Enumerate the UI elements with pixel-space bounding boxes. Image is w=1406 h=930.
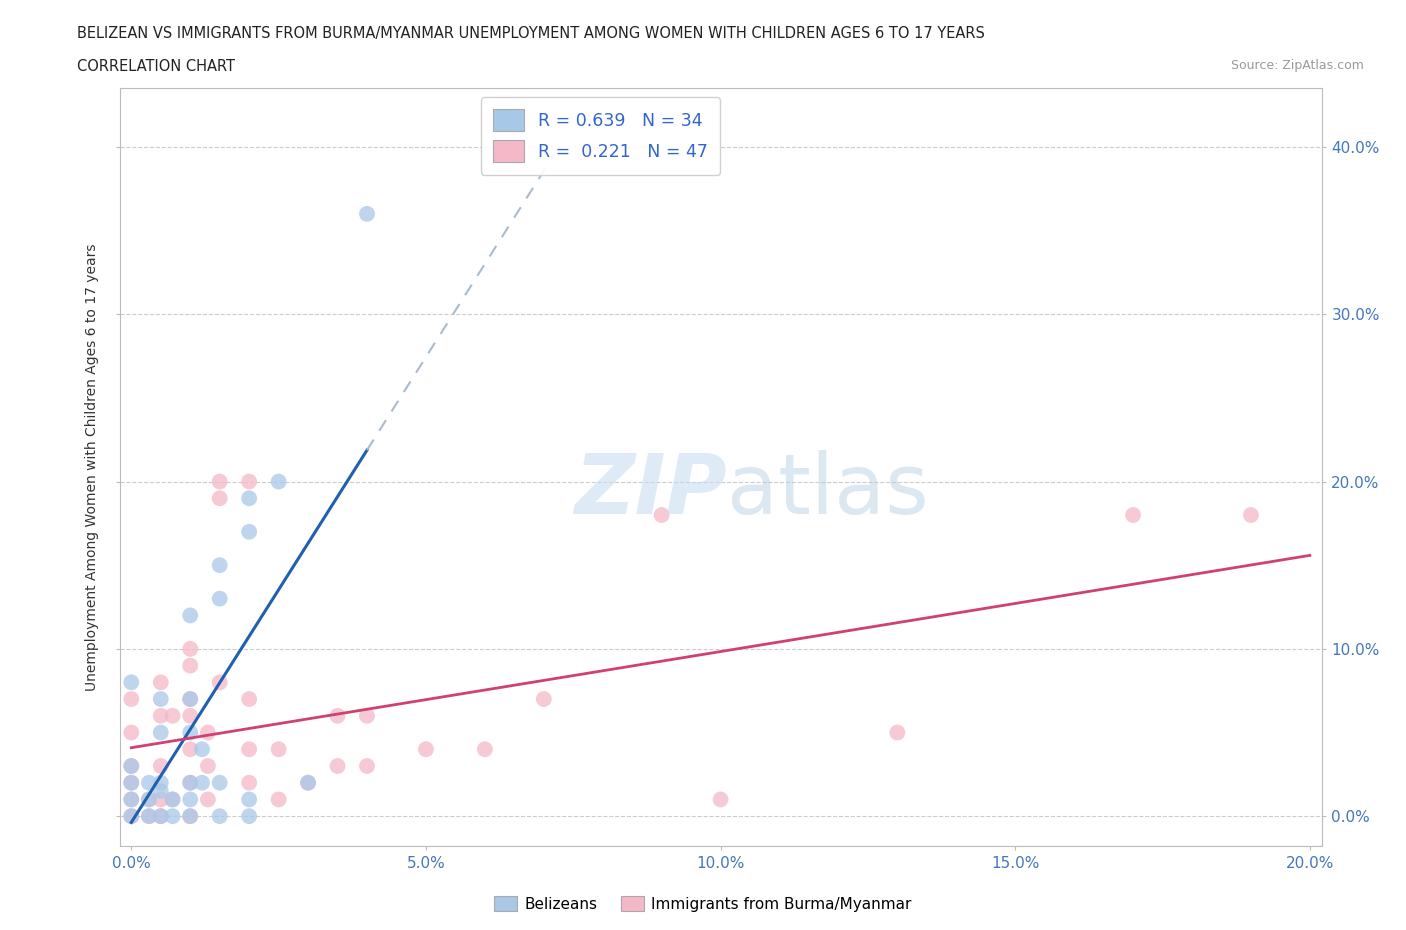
Point: [179, 809, 201, 824]
Point: [120, 809, 142, 824]
Point: [191, 776, 214, 790]
Point: [208, 491, 231, 506]
Point: [179, 776, 201, 790]
Point: [238, 742, 260, 757]
Point: [120, 759, 142, 774]
Point: [179, 608, 201, 623]
Point: [208, 474, 231, 489]
Point: [238, 792, 260, 807]
Point: [267, 792, 290, 807]
Legend: R = 0.639   N = 34, R =  0.221   N = 47: R = 0.639 N = 34, R = 0.221 N = 47: [481, 97, 720, 175]
Text: CORRELATION CHART: CORRELATION CHART: [77, 59, 235, 73]
Point: [120, 692, 142, 707]
Point: [1240, 508, 1263, 523]
Point: [208, 558, 231, 573]
Text: Source: ZipAtlas.com: Source: ZipAtlas.com: [1230, 59, 1364, 72]
Point: [162, 792, 184, 807]
Legend: Belizeans, Immigrants from Burma/Myanmar: Belizeans, Immigrants from Burma/Myanmar: [488, 889, 918, 918]
Point: [1122, 508, 1144, 523]
Point: [356, 759, 378, 774]
Point: [162, 809, 184, 824]
Point: [208, 776, 231, 790]
Point: [179, 692, 201, 707]
Point: [179, 658, 201, 673]
Point: [197, 725, 219, 740]
Point: [197, 759, 219, 774]
Y-axis label: Unemployment Among Women with Children Ages 6 to 17 years: Unemployment Among Women with Children A…: [84, 244, 98, 691]
Point: [138, 792, 160, 807]
Point: [149, 809, 172, 824]
Point: [138, 792, 160, 807]
Text: ZIP: ZIP: [574, 449, 727, 530]
Text: BELIZEAN VS IMMIGRANTS FROM BURMA/MYANMAR UNEMPLOYMENT AMONG WOMEN WITH CHILDREN: BELIZEAN VS IMMIGRANTS FROM BURMA/MYANMA…: [77, 26, 986, 41]
Point: [238, 809, 260, 824]
Point: [162, 792, 184, 807]
Point: [120, 776, 142, 790]
Point: [208, 809, 231, 824]
Point: [120, 792, 142, 807]
Point: [179, 809, 201, 824]
Point: [149, 692, 172, 707]
Point: [149, 725, 172, 740]
Point: [120, 792, 142, 807]
Point: [120, 675, 142, 690]
Point: [179, 776, 201, 790]
Point: [162, 709, 184, 724]
Point: [474, 742, 496, 757]
Point: [238, 692, 260, 707]
Point: [197, 792, 219, 807]
Point: [149, 792, 172, 807]
Point: [149, 809, 172, 824]
Point: [238, 525, 260, 539]
Point: [415, 742, 437, 757]
Point: [149, 759, 172, 774]
Point: [138, 809, 160, 824]
Point: [208, 675, 231, 690]
Point: [179, 709, 201, 724]
Point: [356, 709, 378, 724]
Point: [709, 792, 731, 807]
Point: [120, 725, 142, 740]
Point: [326, 759, 349, 774]
Point: [120, 759, 142, 774]
Point: [191, 742, 214, 757]
Point: [267, 742, 290, 757]
Point: [179, 792, 201, 807]
Point: [149, 784, 172, 799]
Point: [138, 776, 160, 790]
Point: [120, 809, 142, 824]
Point: [297, 776, 319, 790]
Point: [179, 642, 201, 657]
Point: [149, 675, 172, 690]
Point: [238, 491, 260, 506]
Point: [238, 474, 260, 489]
Point: [120, 776, 142, 790]
Point: [651, 508, 673, 523]
Point: [533, 692, 555, 707]
Point: [138, 809, 160, 824]
Point: [179, 725, 201, 740]
Point: [886, 725, 908, 740]
Point: [356, 206, 378, 221]
Point: [179, 692, 201, 707]
Point: [238, 776, 260, 790]
Text: atlas: atlas: [727, 449, 928, 530]
Point: [267, 474, 290, 489]
Point: [208, 591, 231, 606]
Point: [297, 776, 319, 790]
Point: [149, 776, 172, 790]
Point: [149, 709, 172, 724]
Point: [179, 742, 201, 757]
Point: [326, 709, 349, 724]
